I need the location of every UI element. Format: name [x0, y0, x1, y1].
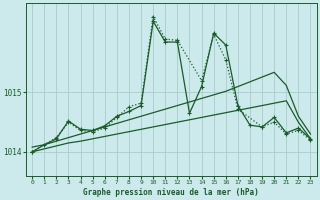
X-axis label: Graphe pression niveau de la mer (hPa): Graphe pression niveau de la mer (hPa)	[84, 188, 259, 197]
